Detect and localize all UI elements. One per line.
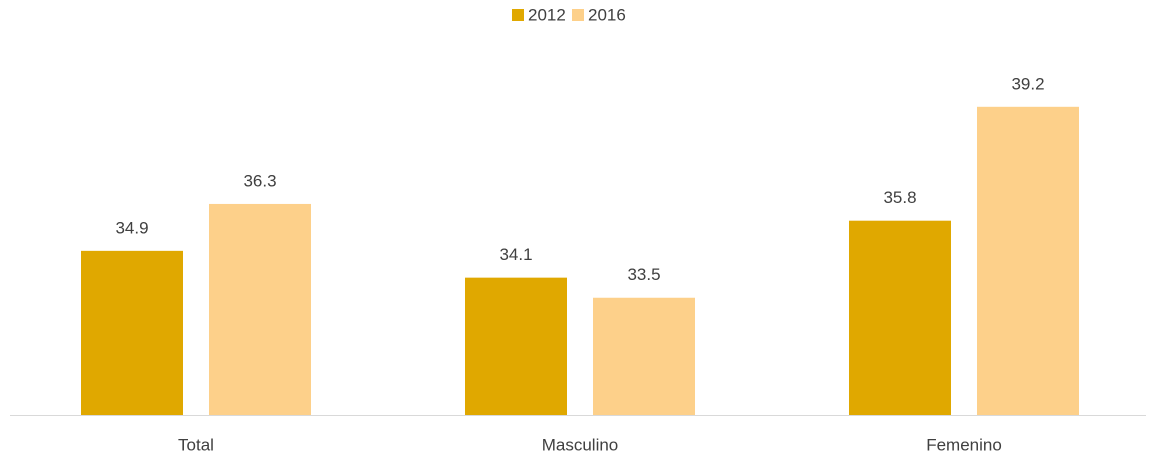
data-label: 35.8	[883, 188, 916, 207]
x-tick-label: Total	[178, 435, 214, 454]
bar	[849, 220, 951, 415]
data-label: 34.9	[115, 218, 148, 237]
legend-label: 2012	[528, 5, 566, 24]
legend-swatch	[572, 9, 584, 21]
x-tick-label: Femenino	[926, 435, 1002, 454]
legend-label: 2016	[588, 5, 626, 24]
data-label: 36.3	[243, 171, 276, 190]
data-label: 34.1	[499, 245, 532, 264]
bar	[977, 106, 1079, 416]
bar	[465, 277, 567, 415]
x-tick-label: Masculino	[542, 435, 619, 454]
data-label: 33.5	[627, 265, 660, 284]
bar	[209, 203, 311, 415]
data-label: 39.2	[1011, 74, 1044, 93]
legend-swatch	[512, 9, 524, 21]
bar	[81, 250, 183, 415]
bar	[593, 297, 695, 415]
